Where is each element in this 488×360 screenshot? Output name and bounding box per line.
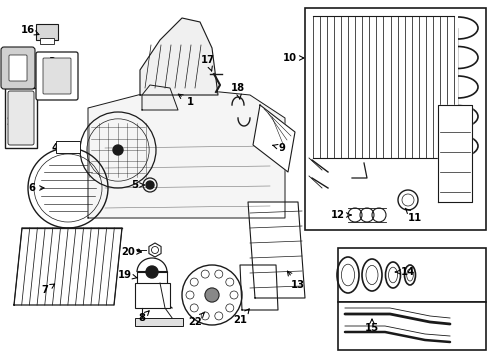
Text: 18: 18	[230, 83, 244, 99]
Bar	[40, 38, 54, 44]
FancyBboxPatch shape	[8, 91, 34, 145]
Circle shape	[204, 288, 219, 302]
Circle shape	[146, 181, 154, 189]
Bar	[135, 318, 183, 326]
Text: 9: 9	[272, 143, 285, 153]
Polygon shape	[142, 85, 178, 110]
Text: 1: 1	[178, 94, 193, 107]
Bar	[305, 8, 485, 230]
FancyBboxPatch shape	[5, 88, 37, 148]
Polygon shape	[252, 105, 294, 172]
Text: 14: 14	[394, 267, 414, 277]
Circle shape	[146, 266, 158, 278]
Text: 4: 4	[51, 143, 71, 153]
Text: 16: 16	[21, 25, 39, 35]
Text: 20: 20	[121, 247, 141, 257]
Text: 10: 10	[283, 53, 303, 63]
Polygon shape	[247, 202, 305, 298]
Text: 11: 11	[405, 208, 421, 223]
Circle shape	[113, 145, 123, 155]
Text: 13: 13	[287, 271, 305, 290]
Polygon shape	[240, 265, 278, 310]
Text: 15: 15	[364, 319, 378, 333]
Polygon shape	[88, 88, 285, 218]
Polygon shape	[140, 18, 218, 95]
Text: 12: 12	[330, 210, 350, 220]
FancyBboxPatch shape	[1, 47, 35, 89]
Text: 5: 5	[131, 180, 144, 190]
Polygon shape	[437, 105, 471, 202]
Text: 21: 21	[232, 309, 249, 325]
Text: 6: 6	[28, 183, 44, 193]
Bar	[337, 248, 485, 302]
Text: 19: 19	[118, 270, 137, 280]
FancyBboxPatch shape	[9, 55, 27, 81]
Text: 22: 22	[188, 312, 204, 327]
FancyBboxPatch shape	[36, 52, 78, 100]
Text: 17: 17	[201, 55, 215, 71]
Bar	[137, 271, 167, 286]
Bar	[36, 24, 58, 40]
FancyBboxPatch shape	[43, 58, 71, 94]
Bar	[135, 283, 170, 308]
Text: 8: 8	[138, 311, 149, 323]
Bar	[337, 302, 485, 350]
Text: 3: 3	[48, 57, 61, 71]
Bar	[56, 141, 80, 153]
Polygon shape	[149, 243, 161, 257]
Text: 7: 7	[41, 284, 55, 295]
Polygon shape	[14, 228, 122, 305]
Text: 2: 2	[6, 112, 18, 127]
